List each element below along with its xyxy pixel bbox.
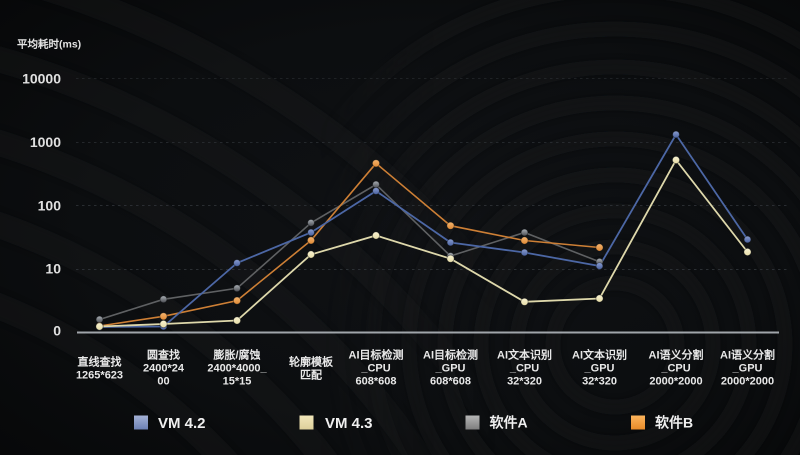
svg-text:1265*623: 1265*623 [76, 370, 123, 382]
svg-text:2000*2000: 2000*2000 [649, 376, 702, 388]
svg-text:AI文本识别: AI文本识别 [497, 348, 552, 362]
svg-text:10000: 10000 [22, 71, 61, 87]
svg-text:AI语义分割: AI语义分割 [649, 348, 704, 362]
svg-text:32*320: 32*320 [507, 376, 542, 388]
svg-text:2400*4000_: 2400*4000_ [207, 363, 267, 375]
svg-text:1000: 1000 [30, 134, 61, 150]
svg-text:AI语义分割: AI语义分割 [720, 348, 775, 362]
svg-text:_GPU: _GPU [435, 363, 466, 375]
svg-text:608*608: 608*608 [430, 376, 471, 388]
svg-text:15*15: 15*15 [223, 376, 252, 388]
svg-text:软件A: 软件A [490, 415, 528, 431]
svg-text:膨胀/腐蚀: 膨胀/腐蚀 [212, 348, 260, 362]
svg-text:608*608: 608*608 [356, 376, 397, 388]
svg-text:32*320: 32*320 [582, 376, 617, 388]
svg-text:10: 10 [45, 261, 61, 277]
svg-text:VM 4.2: VM 4.2 [158, 415, 206, 432]
svg-text:2000*2000: 2000*2000 [721, 376, 774, 388]
svg-text:VM 4.3: VM 4.3 [325, 415, 373, 432]
svg-text:AI文本识别: AI文本识别 [572, 348, 627, 362]
svg-text:2400*24: 2400*24 [143, 363, 185, 375]
svg-text:_CPU: _CPU [360, 363, 390, 375]
svg-text:直线查找: 直线查找 [78, 355, 122, 369]
svg-text:平均耗时(ms): 平均耗时(ms) [17, 38, 81, 51]
svg-text:软件B: 软件B [655, 415, 693, 431]
svg-text:0: 0 [53, 323, 61, 339]
svg-text:AI目标检测: AI目标检测 [423, 348, 478, 362]
svg-text:AI目标检测: AI目标检测 [349, 348, 404, 362]
svg-text:_GPU: _GPU [732, 363, 763, 375]
svg-text:_GPU: _GPU [584, 363, 615, 375]
svg-text:100: 100 [38, 198, 62, 214]
svg-text:轮廓模板: 轮廓模板 [289, 355, 334, 369]
svg-text:00: 00 [157, 376, 169, 388]
svg-text:_CPU: _CPU [509, 363, 539, 375]
svg-text:圆查找: 圆查找 [147, 348, 180, 362]
svg-text:匹配: 匹配 [300, 368, 322, 382]
svg-text:_CPU: _CPU [660, 363, 690, 375]
